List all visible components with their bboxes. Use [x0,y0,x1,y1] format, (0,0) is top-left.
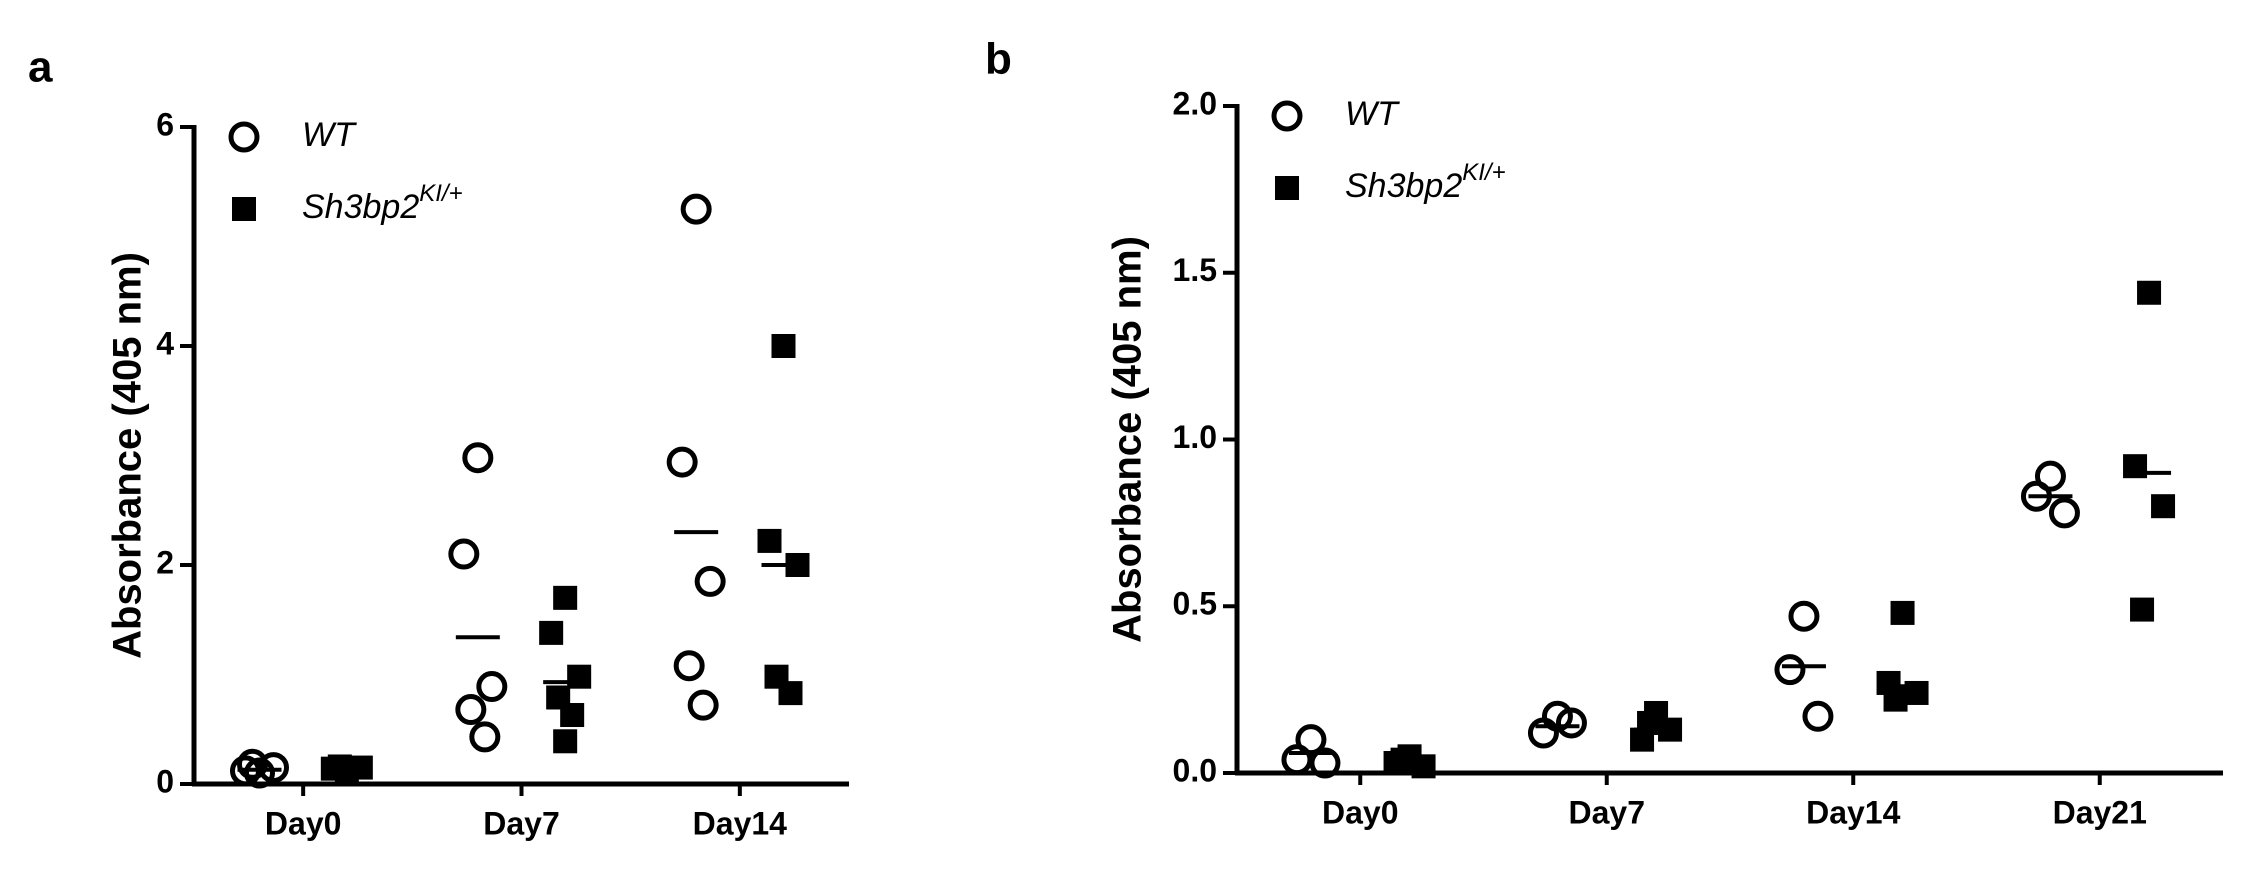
data-point [237,748,268,780]
data-point [476,671,508,703]
data-point [673,650,705,682]
data-point [1527,717,1559,749]
data-point [462,442,494,474]
x-tick-label: Day7 [1569,794,1646,830]
legend-label: WT [302,116,357,154]
y-tick-label: 4 [156,325,174,361]
y-tick-label: 0.5 [1173,586,1217,622]
data-point [455,694,487,726]
legend-marker [232,197,256,221]
data-point [1281,744,1313,776]
data-point [1802,700,1834,732]
legend-marker [228,121,260,153]
legend-marker [1275,176,1299,200]
legend-marker [1271,100,1303,132]
data-point [1309,747,1341,779]
data-point [2130,597,2155,622]
data-point [258,752,289,784]
data-point [2034,460,2066,492]
data-point [1788,600,1820,632]
legend-superscript: KI/+ [419,180,462,207]
data-point [469,721,501,753]
data-point [666,446,698,478]
data-point [1890,600,1915,625]
data-point [2137,280,2162,305]
legend-name: WT [302,116,357,154]
data-point [1555,707,1587,739]
x-tick-label: Day0 [1322,794,1399,830]
data-point [694,565,726,597]
legend-superscript: KI/+ [1462,159,1505,186]
x-tick-label: Day21 [2053,794,2147,830]
data-point [327,754,352,779]
data-point [448,538,480,570]
y-tick-label: 1.5 [1173,252,1217,288]
y-tick-label: 2.0 [1173,85,1217,121]
data-point [560,703,585,728]
data-point [778,681,803,706]
x-tick-label: Day0 [265,805,342,841]
data-point [2151,494,2176,519]
y-axis-label: Absorbance (405 nm) [1106,236,1150,643]
data-point [687,689,719,721]
x-tick-label: Day14 [693,805,788,841]
data-point [1774,654,1806,686]
panel-label: b [985,35,1012,84]
data-point [2048,497,2080,529]
data-point [553,729,578,754]
x-tick-label: Day14 [1806,794,1901,830]
data-point [539,620,564,645]
data-point [1883,687,1908,712]
y-tick-label: 2 [156,544,174,580]
legend-name: WT [1345,95,1400,133]
y-tick-label: 0.0 [1173,752,1217,788]
legend-label: Sh3bp2KI/+ [302,180,463,226]
data-point [680,193,712,225]
y-tick-label: 0 [156,763,174,799]
legend-name: Sh3bp2 [302,188,419,226]
data-point [567,664,592,689]
y-tick-label: 6 [156,106,174,142]
legend-name: Sh3bp2 [1345,167,1462,205]
data-point [771,334,796,358]
y-tick-label: 1.0 [1173,419,1217,455]
data-point [553,585,578,610]
panel-label: a [28,43,53,92]
y-axis-label: Absorbance (405 nm) [106,252,150,659]
data-point [757,528,782,553]
legend-label: Sh3bp2KI/+ [1345,159,1506,205]
legend-label: WT [1345,95,1400,133]
x-tick-label: Day7 [483,805,560,841]
